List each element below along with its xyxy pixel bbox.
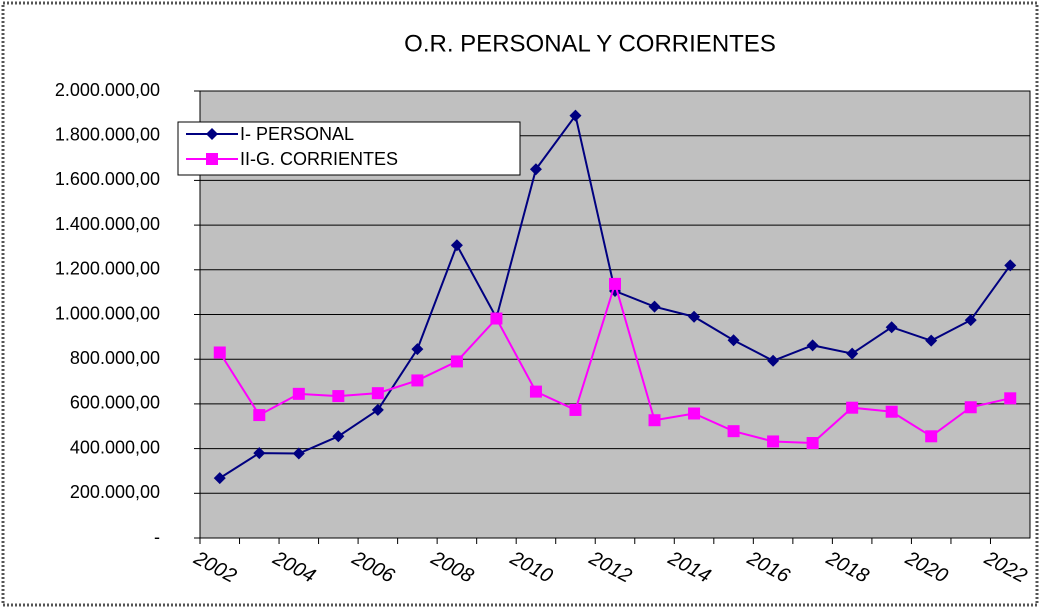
data-point bbox=[806, 437, 819, 450]
y-tick-label: 800.000,00 bbox=[70, 348, 160, 368]
data-point bbox=[450, 239, 463, 252]
data-point bbox=[569, 403, 582, 416]
data-point bbox=[1004, 392, 1017, 405]
data-point bbox=[213, 346, 226, 359]
data-point bbox=[688, 310, 701, 323]
y-tick-label: 1.400.000,00 bbox=[55, 214, 160, 234]
data-point bbox=[292, 387, 305, 400]
data-point bbox=[450, 355, 463, 368]
data-point bbox=[490, 312, 503, 325]
data-point bbox=[253, 409, 266, 422]
y-tick-label: 1.000.000,00 bbox=[55, 303, 160, 323]
data-point bbox=[411, 343, 424, 356]
data-point bbox=[767, 354, 780, 367]
y-tick-label: 600.000,00 bbox=[70, 393, 160, 413]
data-point bbox=[332, 430, 345, 443]
data-point bbox=[206, 153, 218, 165]
data-point bbox=[411, 374, 424, 387]
y-tick-label: 2.000.000,00 bbox=[55, 80, 160, 100]
y-tick-label: 1.600.000,00 bbox=[55, 169, 160, 189]
y-tick-label: 1.200.000,00 bbox=[55, 259, 160, 279]
data-point bbox=[767, 435, 780, 448]
data-point bbox=[885, 405, 898, 418]
data-point bbox=[213, 472, 226, 485]
data-point bbox=[371, 387, 384, 400]
data-point bbox=[529, 163, 542, 176]
data-point bbox=[846, 401, 859, 414]
data-point bbox=[885, 321, 898, 334]
legend-label: I- PERSONAL bbox=[240, 124, 354, 144]
data-point bbox=[206, 128, 218, 140]
data-point bbox=[727, 425, 740, 438]
y-tick-label: 1.800.000,00 bbox=[55, 124, 160, 144]
legend-label: II-G. CORRIENTES bbox=[240, 149, 398, 169]
data-point bbox=[806, 339, 819, 352]
data-point bbox=[253, 447, 266, 460]
data-point bbox=[569, 109, 582, 122]
data-point bbox=[292, 447, 305, 460]
data-point bbox=[648, 300, 661, 313]
data-point bbox=[688, 407, 701, 420]
legend-box bbox=[177, 121, 521, 176]
data-point bbox=[609, 277, 621, 290]
data-point bbox=[332, 390, 345, 403]
chart-title: O.R. PERSONAL Y CORRIENTES bbox=[404, 30, 776, 57]
data-point bbox=[727, 334, 740, 347]
y-tick-label: 200.000,00 bbox=[70, 482, 160, 502]
data-point bbox=[371, 403, 384, 416]
data-point bbox=[925, 430, 938, 443]
data-point bbox=[1004, 259, 1017, 272]
y-tick-label: - bbox=[154, 527, 160, 547]
data-point bbox=[925, 334, 938, 347]
data-point bbox=[648, 414, 661, 427]
data-point bbox=[964, 401, 977, 414]
data-point bbox=[846, 347, 859, 360]
data-point bbox=[964, 314, 977, 327]
data-point bbox=[529, 385, 542, 398]
y-tick-label: 400.000,00 bbox=[70, 437, 160, 457]
